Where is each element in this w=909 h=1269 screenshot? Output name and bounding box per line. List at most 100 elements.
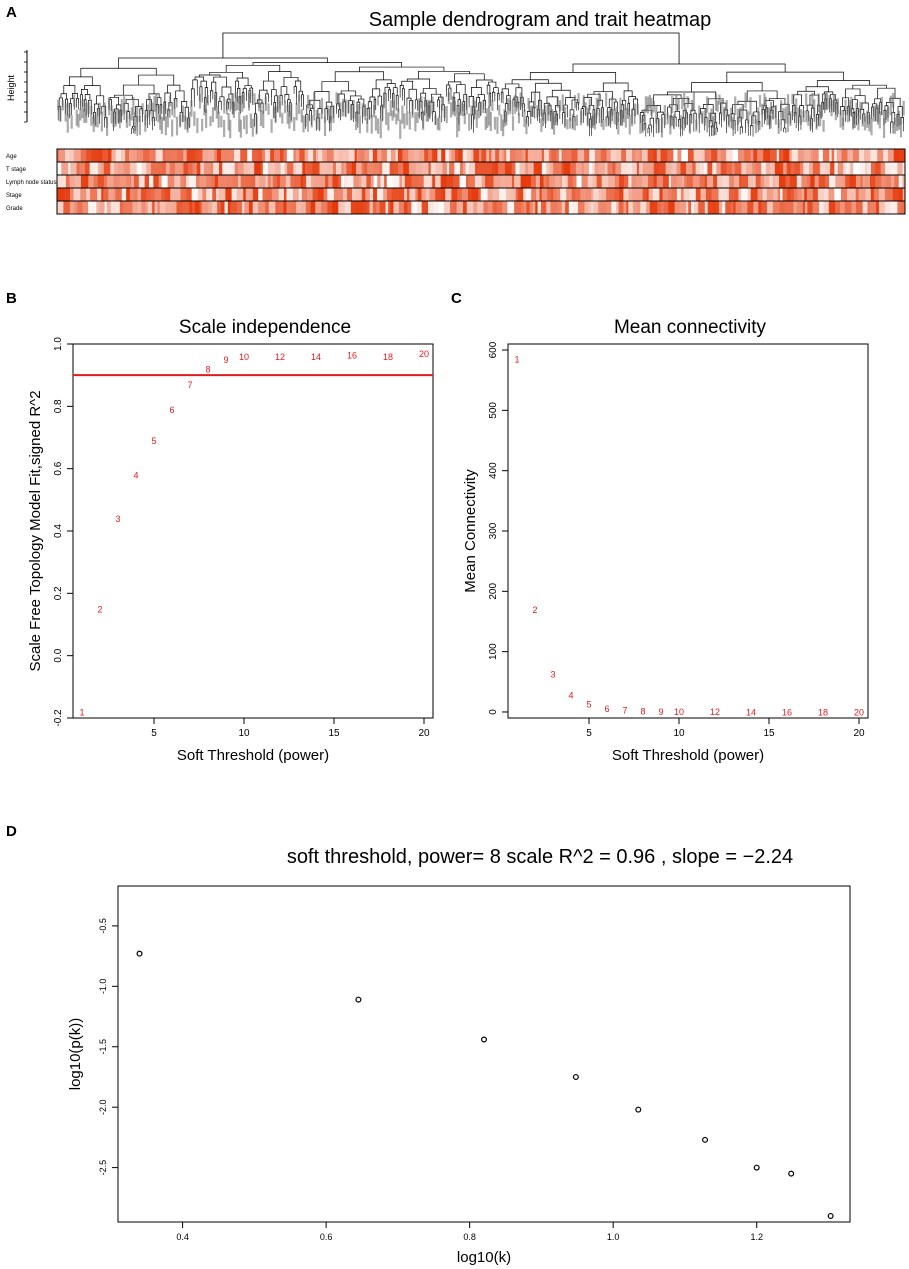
trait-cell bbox=[421, 188, 427, 201]
x-tick-label: 15 bbox=[763, 728, 775, 739]
dendrogram-branch bbox=[437, 99, 440, 110]
trait-cell bbox=[111, 149, 117, 162]
trait-cell bbox=[218, 188, 226, 201]
sample-label-mark bbox=[575, 114, 578, 126]
trait-cell bbox=[718, 188, 726, 201]
trait-cell bbox=[794, 162, 801, 175]
trait-cell bbox=[902, 188, 906, 201]
trait-cell bbox=[525, 149, 529, 162]
trait-cell bbox=[885, 162, 892, 175]
trait-cell bbox=[244, 201, 250, 214]
trait-cell bbox=[604, 162, 608, 175]
trait-cell bbox=[338, 175, 342, 188]
dendrogram-branch bbox=[392, 93, 395, 101]
trait-cell bbox=[369, 188, 374, 201]
trait-cell bbox=[499, 149, 502, 162]
sample-label-mark bbox=[708, 112, 711, 128]
trait-cell bbox=[355, 201, 360, 214]
x-tick-label: 1.0 bbox=[607, 1232, 620, 1242]
sample-label-mark bbox=[188, 111, 191, 127]
y-tick-label: 100 bbox=[488, 643, 499, 660]
trait-cell bbox=[750, 188, 758, 201]
trait-cell bbox=[628, 201, 634, 214]
trait-cell bbox=[272, 175, 278, 188]
sample-label-mark bbox=[361, 103, 364, 118]
trait-cell bbox=[390, 201, 394, 214]
sample-label-mark bbox=[660, 117, 664, 138]
trait-cell bbox=[879, 201, 886, 214]
sample-label-mark bbox=[77, 114, 80, 128]
trait-cell bbox=[674, 201, 681, 214]
trait-cell bbox=[240, 175, 245, 188]
trait-cell bbox=[628, 188, 633, 201]
x-tick-label: 0.4 bbox=[176, 1232, 189, 1242]
trait-cell bbox=[546, 201, 551, 214]
trait-cell bbox=[845, 162, 851, 175]
trait-cell bbox=[522, 149, 526, 162]
sample-label-mark bbox=[323, 116, 327, 137]
trait-cell bbox=[804, 149, 812, 162]
sample-label-mark bbox=[100, 111, 103, 132]
trait-cell bbox=[566, 149, 572, 162]
trait-cell bbox=[480, 188, 488, 201]
sample-label-mark bbox=[684, 107, 687, 125]
trait-cell bbox=[584, 162, 590, 175]
sample-label-mark bbox=[622, 103, 625, 123]
trait-cell bbox=[63, 188, 71, 201]
trait-cell bbox=[119, 201, 124, 214]
sample-label-mark bbox=[802, 110, 805, 123]
trait-cell bbox=[860, 175, 863, 188]
trait-cell bbox=[615, 162, 622, 175]
trait-cell bbox=[641, 175, 649, 188]
sample-label-mark bbox=[734, 96, 737, 116]
sample-label-mark bbox=[521, 96, 524, 108]
sample-label-mark bbox=[468, 113, 471, 131]
sample-label-mark bbox=[609, 109, 612, 125]
sample-label-mark bbox=[368, 106, 371, 119]
trait-cell bbox=[492, 188, 500, 201]
sample-label-mark bbox=[791, 93, 794, 105]
trait-cell bbox=[688, 201, 692, 214]
sample-label-mark bbox=[771, 106, 775, 119]
sample-label-mark bbox=[377, 118, 380, 134]
x-tick-label: 20 bbox=[853, 728, 865, 739]
trait-cell bbox=[212, 188, 217, 201]
trait-cell bbox=[129, 162, 138, 175]
trait-cell bbox=[445, 149, 450, 162]
trait-cell bbox=[471, 188, 479, 201]
sample-label-mark bbox=[344, 99, 347, 118]
sample-label-mark bbox=[556, 96, 559, 108]
sample-label-mark bbox=[761, 103, 764, 115]
trait-cell bbox=[385, 201, 389, 214]
trait-cell bbox=[849, 175, 857, 188]
sample-label-mark bbox=[611, 96, 614, 115]
trait-cell bbox=[283, 149, 288, 162]
trait-cell bbox=[492, 201, 495, 214]
dendrogram-branch bbox=[192, 79, 198, 89]
dendrogram-branch bbox=[422, 88, 437, 95]
trait-cell bbox=[103, 162, 111, 175]
sample-label-mark bbox=[186, 117, 189, 133]
trait-cell bbox=[747, 188, 751, 201]
trait-cell bbox=[576, 175, 582, 188]
trait-cell bbox=[216, 188, 219, 201]
trait-cell bbox=[541, 149, 545, 162]
trait-cell bbox=[592, 162, 595, 175]
trait-cell bbox=[713, 175, 718, 188]
trait-cell bbox=[254, 162, 262, 175]
trait-cell bbox=[819, 201, 824, 214]
sample-label-mark bbox=[166, 108, 169, 128]
trait-cell bbox=[314, 175, 320, 188]
trait-cell bbox=[403, 201, 408, 214]
sample-label-mark bbox=[593, 113, 596, 130]
trait-cell bbox=[332, 162, 337, 175]
trait-cell bbox=[123, 162, 131, 175]
dendrogram-branch bbox=[135, 106, 142, 117]
sample-label-mark bbox=[358, 115, 362, 134]
sample-label-mark bbox=[736, 108, 740, 126]
sample-label-mark bbox=[203, 104, 206, 116]
trait-cell bbox=[707, 201, 713, 214]
sample-label-mark bbox=[255, 115, 258, 135]
sample-label-mark bbox=[540, 117, 543, 132]
data-point bbox=[635, 1106, 642, 1113]
